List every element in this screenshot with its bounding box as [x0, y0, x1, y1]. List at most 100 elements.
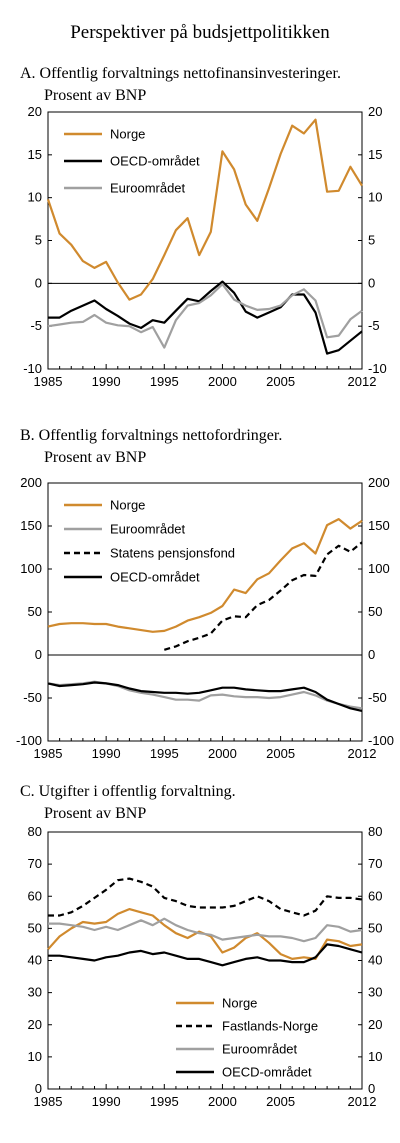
- figure-title: Perspektiver på budsjettpolitikken: [70, 22, 330, 43]
- y-tick-label-right: 100: [368, 561, 390, 576]
- legend-label: OECD-området: [110, 570, 200, 585]
- y-tick-label-left: 80: [28, 824, 42, 839]
- y-tick-label-right: 200: [368, 475, 390, 490]
- legend-label: Statens pensjonsfond: [110, 546, 235, 561]
- y-tick-label-right: 30: [368, 985, 382, 1000]
- series-line-euroområdet: [47, 680, 363, 710]
- plot-frame: [47, 482, 363, 742]
- legend: Norge Euroområdet Statens pensjonsfond OECD…: [64, 498, 235, 585]
- y-tick-label-left: 50: [28, 604, 42, 619]
- plot-frame: [47, 111, 363, 370]
- x-tick-label: 1985: [34, 746, 63, 761]
- x-tick-label: 2012: [348, 746, 377, 761]
- legend-label: Fastlands-Norge: [222, 1019, 318, 1034]
- y-tick-label-left: 0: [35, 1081, 42, 1096]
- series-line-norge: [47, 517, 363, 633]
- series-line-oecd-området: [47, 681, 363, 712]
- series-line-euroområdet: [48, 917, 363, 943]
- y-tick-label-right: 0: [368, 1081, 375, 1096]
- y-tick-label-right: 5: [368, 233, 375, 248]
- y-tick-label-right: 80: [368, 824, 382, 839]
- x-tick-label: 2000: [208, 374, 237, 389]
- y-tick-label-right: 10: [368, 1049, 382, 1064]
- y-tick-label-right: 150: [368, 518, 390, 533]
- y-tick-label-left: 20: [28, 1017, 42, 1032]
- series-line-fastlands-norge: [48, 877, 363, 917]
- x-tick-label: 2012: [348, 374, 377, 389]
- y-tick-label-right: 70: [368, 856, 382, 871]
- x-tick-label: 1990: [92, 374, 121, 389]
- y-tick-label-right: -50: [368, 690, 387, 705]
- x-tick-label: 2005: [266, 746, 295, 761]
- y-tick-label-left: 5: [35, 233, 42, 248]
- legend: Norge OECD-området Euroområdet: [64, 127, 200, 196]
- y-tick-label-left: 15: [28, 147, 42, 162]
- y-tick-label-right: 0: [368, 275, 375, 290]
- panel-a-subtitle: Prosent av BNP: [44, 87, 146, 104]
- panel-c-title: C. Utgifter i offentlig forvaltning.: [20, 783, 236, 800]
- y-tick-label-left: 100: [20, 561, 42, 576]
- panel-b-title: B. Offentlig forvaltnings nettofordringe…: [20, 427, 282, 444]
- y-tick-label-left: 20: [28, 104, 42, 119]
- y-tick-label-left: -100: [16, 733, 42, 748]
- legend-label: Euroområdet: [110, 181, 186, 196]
- y-tick-label-right: 10: [368, 190, 382, 205]
- x-tick-label: 1990: [92, 746, 121, 761]
- y-tick-label-right: 15: [368, 147, 382, 162]
- y-tick-label-right: 50: [368, 604, 382, 619]
- y-tick-label-left: -10: [23, 361, 42, 376]
- legend: Norge Fastlands-Norge Euroområdet OECD-områ…: [176, 996, 318, 1080]
- legend-label: Norge: [110, 498, 145, 513]
- panel-a-title: A. Offentlig forvaltnings nettofinansinv…: [20, 65, 341, 82]
- x-tick-label: 1985: [34, 374, 63, 389]
- y-tick-label-left: 10: [28, 1049, 42, 1064]
- series-line-oecd-området: [48, 280, 363, 355]
- y-tick-label-left: 150: [20, 518, 42, 533]
- x-tick-label: 2000: [208, 1094, 237, 1109]
- y-tick-label-right: 60: [368, 888, 382, 903]
- y-tick-label-right: 40: [368, 953, 382, 968]
- y-tick-label-right: 0: [368, 647, 375, 662]
- y-tick-label-left: 70: [28, 856, 42, 871]
- y-tick-label-left: 40: [28, 953, 42, 968]
- y-tick-label-right: 20: [368, 104, 382, 119]
- y-tick-label-left: 10: [28, 190, 42, 205]
- y-tick-label-right: -10: [368, 361, 387, 376]
- series-line-euroområdet: [47, 283, 363, 349]
- series-line-norge: [46, 118, 363, 301]
- x-tick-label: 1990: [92, 1094, 121, 1109]
- x-tick-label: 1995: [150, 374, 179, 389]
- legend-label: Euroområdet: [110, 522, 186, 537]
- x-tick-label: 1985: [34, 1094, 63, 1109]
- y-tick-label-left: 60: [28, 888, 42, 903]
- x-tick-label: 1995: [150, 746, 179, 761]
- legend-label: Norge: [110, 127, 145, 142]
- x-tick-label: 2005: [266, 1094, 295, 1109]
- y-tick-label-right: 20: [368, 1017, 382, 1032]
- panel-b-subtitle: Prosent av BNP: [44, 449, 146, 466]
- series-line-oecd-området: [48, 943, 363, 967]
- y-tick-label-left: 30: [28, 985, 42, 1000]
- y-tick-label-left: 0: [35, 275, 42, 290]
- y-tick-label-left: -5: [30, 318, 42, 333]
- x-tick-label: 2005: [266, 374, 295, 389]
- panel-c-subtitle: Prosent av BNP: [44, 805, 146, 822]
- series-line-statens-pensjonsfond: [163, 541, 363, 651]
- legend-label: Norge: [222, 996, 257, 1011]
- y-tick-label-left: 50: [28, 920, 42, 935]
- y-tick-label-right: -100: [368, 733, 394, 748]
- y-tick-label-left: 200: [20, 475, 42, 490]
- legend-label: OECD-området: [222, 1065, 312, 1080]
- x-tick-label: 2012: [348, 1094, 377, 1109]
- y-tick-label-left: -50: [23, 690, 42, 705]
- legend-label: OECD-området: [110, 154, 200, 169]
- x-tick-label: 2000: [208, 746, 237, 761]
- y-tick-label-right: 50: [368, 920, 382, 935]
- y-tick-label-right: -5: [368, 318, 380, 333]
- y-tick-label-left: 0: [35, 647, 42, 662]
- x-tick-label: 1995: [150, 1094, 179, 1109]
